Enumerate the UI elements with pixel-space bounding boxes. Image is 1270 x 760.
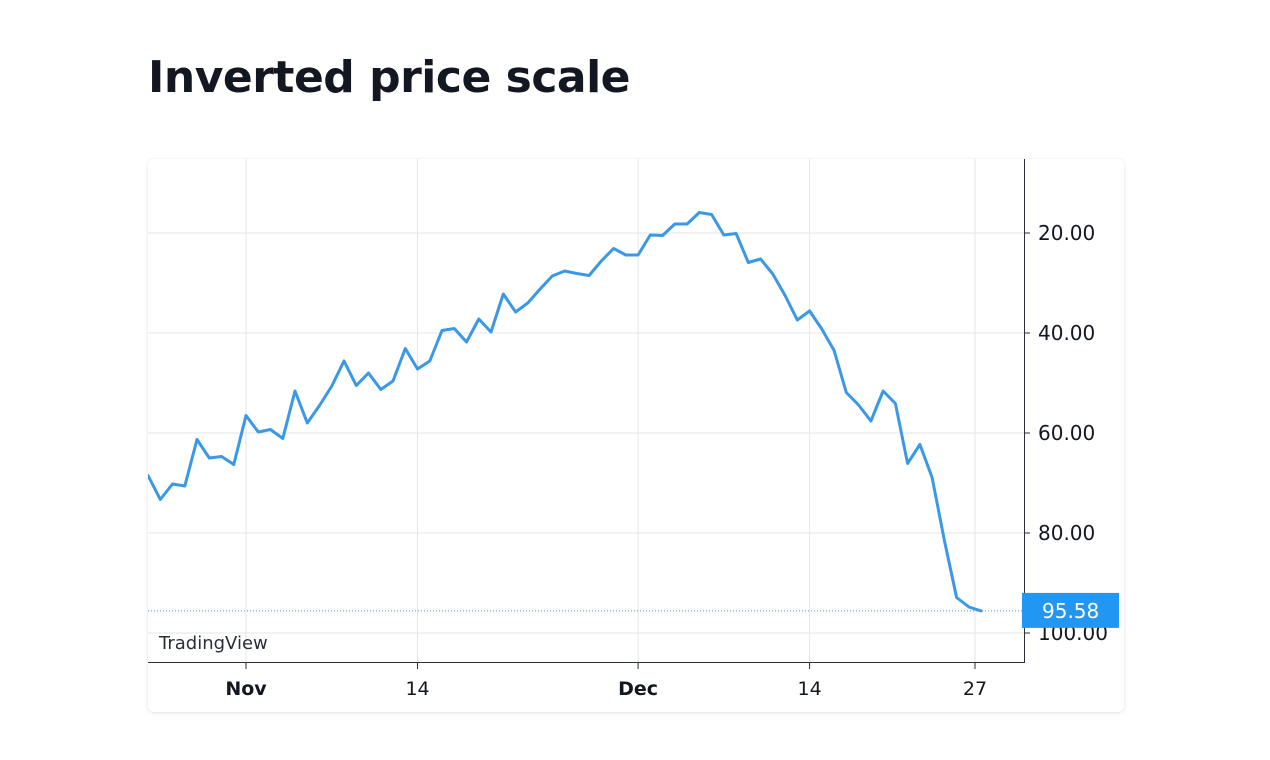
y-tick-label: 40.00 bbox=[1038, 321, 1095, 345]
page-title: Inverted price scale bbox=[148, 52, 631, 103]
x-tick-label: 14 bbox=[405, 678, 429, 700]
y-tick-label: 20.00 bbox=[1038, 221, 1095, 245]
tradingview-watermark: TradingView bbox=[158, 633, 268, 654]
last-value-label: 95.58 bbox=[1042, 599, 1099, 623]
last-value-label-bg bbox=[1022, 592, 1119, 628]
x-tick-label: 27 bbox=[963, 678, 987, 700]
x-tick-label: Dec bbox=[618, 678, 658, 700]
price-series-line bbox=[148, 211, 983, 613]
x-tick-label: 14 bbox=[798, 678, 822, 700]
y-tick-label: 60.00 bbox=[1038, 421, 1095, 445]
y-tick-label: 80.00 bbox=[1038, 521, 1095, 545]
chart-container[interactable]: 20.00 40.00 60.00 80.00 100.00 Nov 14 Dec 14 27 Tr… bbox=[148, 159, 1124, 712]
x-tick-label: Nov bbox=[225, 678, 267, 700]
